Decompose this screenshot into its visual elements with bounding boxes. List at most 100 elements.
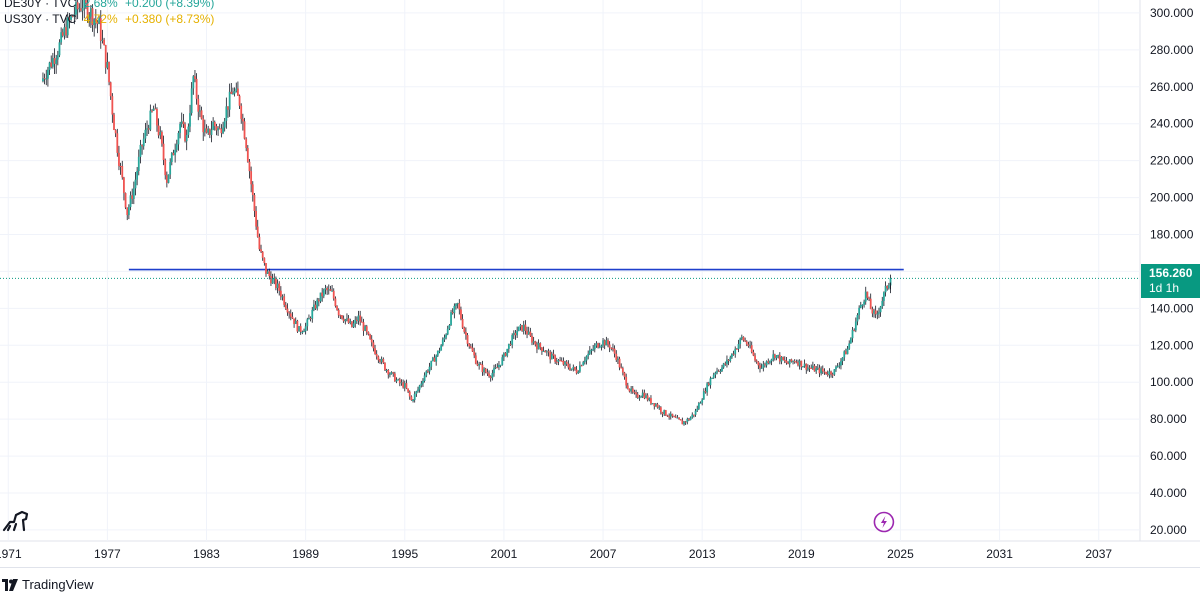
- legend-change: +0.200 (+8.39%): [124, 0, 215, 10]
- candle-body: [778, 354, 781, 362]
- candle-body: [726, 359, 728, 365]
- candle-body: [531, 335, 533, 343]
- tradingview-logo[interactable]: TradingView: [2, 577, 94, 592]
- candle-body: [288, 312, 291, 314]
- candle-body: [883, 292, 885, 301]
- candle-body: [89, 8, 92, 17]
- candle-body: [826, 374, 829, 376]
- candle-body: [846, 348, 849, 355]
- candle-body: [640, 396, 642, 398]
- candle-body: [731, 353, 733, 358]
- legend-row-us30y[interactable]: US30Y · TVC 4.72% +0.380 (+8.73%): [4, 12, 218, 26]
- candle-body: [889, 278, 892, 283]
- candle-body: [248, 161, 251, 172]
- candle-body: [562, 360, 565, 365]
- candle-body: [461, 318, 464, 328]
- candle-body: [717, 370, 720, 372]
- y-tick-label: 260.000: [1150, 80, 1194, 94]
- footer-bar: TradingView: [0, 567, 1200, 600]
- candle-body: [455, 303, 457, 306]
- candle-body: [99, 18, 102, 41]
- candle-body: [811, 365, 814, 369]
- candle-body: [182, 121, 185, 125]
- candle-body: [159, 131, 162, 136]
- candle-body: [68, 17, 71, 20]
- candle-body: [532, 341, 535, 343]
- candle-body: [729, 357, 732, 361]
- candle-body: [866, 291, 869, 298]
- candle-body: [653, 403, 656, 407]
- candle-body: [322, 289, 325, 297]
- candle-body: [881, 300, 884, 307]
- x-tick-label: 1977: [94, 547, 121, 561]
- candle-body: [375, 353, 378, 357]
- candle-body: [676, 417, 679, 419]
- candle-body: [618, 358, 621, 368]
- candle-body: [384, 362, 386, 371]
- candle-body: [701, 399, 704, 403]
- timeframe-label: 1d 1h: [1149, 281, 1180, 295]
- candle-body: [503, 353, 505, 358]
- candle-body: [821, 368, 824, 372]
- candle-body: [828, 371, 831, 376]
- candle-body: [413, 393, 416, 400]
- candle-body: [152, 108, 155, 111]
- candle-body: [795, 361, 798, 363]
- candle-body: [499, 364, 502, 366]
- candle-body: [258, 236, 261, 250]
- candle-body: [564, 361, 566, 365]
- candle-body: [349, 321, 352, 324]
- candle-body: [370, 339, 373, 343]
- candle-body: [347, 318, 350, 324]
- candle-body: [76, 2, 79, 10]
- candle-body: [536, 344, 538, 350]
- candle-body: [552, 353, 555, 356]
- candle-body: [207, 128, 210, 133]
- candle-body: [362, 322, 365, 331]
- candle-body: [704, 391, 707, 393]
- candle-body: [849, 338, 852, 344]
- candle-body: [359, 315, 362, 322]
- chart-canvas[interactable]: 1971 1977 1983 1989 1995 2001 2007 2013 2019 2025…: [0, 0, 1200, 568]
- candle-body: [114, 130, 117, 134]
- candle-body: [565, 361, 568, 364]
- candle-body: [745, 341, 748, 345]
- candle-body: [187, 126, 190, 136]
- candle-body: [331, 290, 333, 292]
- candle-body: [118, 152, 120, 166]
- candle-body: [218, 128, 221, 130]
- candle-body: [521, 325, 523, 332]
- candle-body: [393, 373, 396, 382]
- candle-body: [339, 315, 342, 317]
- candle-body: [465, 331, 467, 336]
- candle-body: [760, 367, 763, 369]
- candle-body: [605, 340, 608, 346]
- candle-body: [603, 340, 606, 346]
- candle-body: [575, 369, 578, 374]
- candle-body: [446, 328, 449, 335]
- candle-body: [433, 357, 436, 362]
- candle-body: [55, 59, 58, 64]
- candle-body: [747, 344, 750, 347]
- candle-body: [281, 296, 284, 298]
- candle-body: [88, 16, 91, 19]
- candle-body: [853, 329, 856, 331]
- candle-body: [874, 310, 877, 315]
- candle-body: [770, 359, 773, 362]
- candle-body: [352, 323, 355, 327]
- legend-row-de30y[interactable]: DE30Y · TVC 2.68% +0.200 (+8.39%): [4, 0, 218, 10]
- candle-body: [43, 78, 46, 80]
- candle-body: [583, 360, 586, 363]
- candle-body: [60, 32, 63, 43]
- candle-body: [650, 398, 652, 404]
- candle-body: [808, 367, 811, 369]
- candle-body: [501, 357, 504, 365]
- candle-body: [266, 271, 269, 274]
- candle-body: [699, 402, 702, 404]
- candle-body: [94, 19, 97, 22]
- candle-body: [479, 363, 482, 365]
- candle-body: [463, 327, 466, 332]
- candle-body: [833, 369, 836, 375]
- candle-body: [342, 318, 345, 322]
- candle-body: [623, 372, 626, 377]
